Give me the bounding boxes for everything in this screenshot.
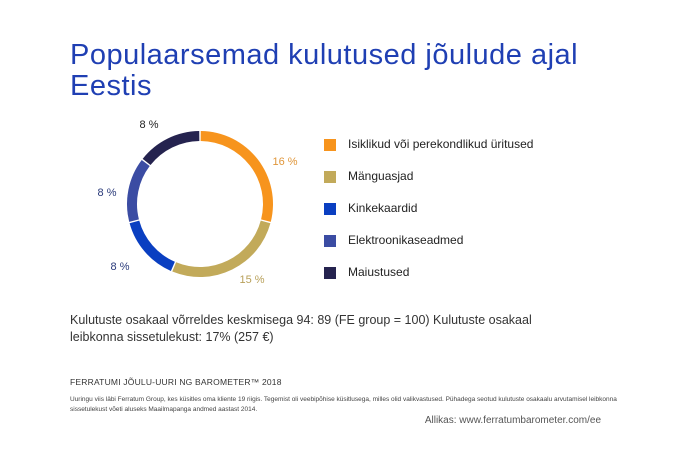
data-label: 8 % xyxy=(111,261,130,273)
data-label: 8 % xyxy=(140,119,159,131)
data-label: 8 % xyxy=(98,187,117,199)
donut-segment xyxy=(172,220,271,277)
data-label: 16 % xyxy=(272,156,297,168)
donut-segment xyxy=(129,220,175,271)
legend-swatch xyxy=(324,203,336,215)
data-label: 15 % xyxy=(239,274,264,286)
summary-text: Kulutuste osakaal võrreldes keskmisega 9… xyxy=(70,313,532,344)
legend-label: Isiklikud või perekondlikud üritused xyxy=(348,137,534,151)
legend-label: Elektroonikaseadmed xyxy=(348,233,464,247)
donut-chart-svg: 16 % 15 % 8 % 8 % 8 % xyxy=(98,119,298,286)
donut-segment xyxy=(200,131,273,222)
footer-title: FERRATUMI JÕULU-UURI NG BAROMETER™ 2018 xyxy=(70,377,282,387)
chart-title: Populaarsemad kulutused jõulude ajal Ees… xyxy=(70,39,579,102)
legend-swatch xyxy=(324,171,336,183)
donut-segment xyxy=(127,160,150,222)
legend-label: Kinkekaardid xyxy=(348,201,418,215)
footer-note: Uuringu viis läbi Ferratum Group, kes kü… xyxy=(70,396,617,413)
legend-swatch xyxy=(324,139,336,151)
donut-chart: 16 % 15 % 8 % 8 % 8 % xyxy=(80,110,320,300)
donut-segment xyxy=(142,131,200,166)
legend-swatch xyxy=(324,267,336,279)
legend-swatch xyxy=(324,235,336,247)
source-link[interactable]: Allikas: www.ferratumbarometer.com/ee xyxy=(424,415,601,426)
legend-label: Maiustused xyxy=(348,265,410,279)
legend-label: Mänguasjad xyxy=(348,169,414,183)
